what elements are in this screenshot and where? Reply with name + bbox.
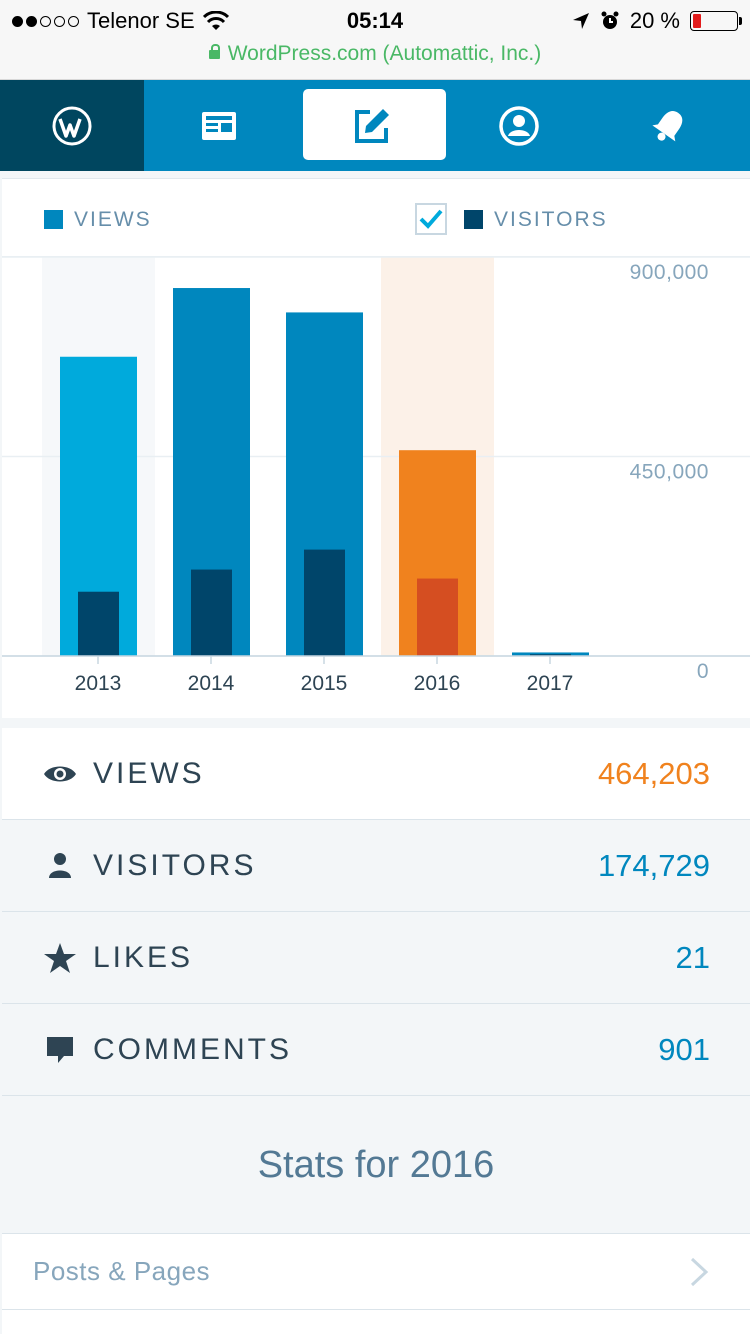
views-legend-label: VIEWS	[74, 208, 152, 231]
battery-percent: 20 %	[629, 8, 680, 33]
stats-chart-card: VIEWS VISITORS 2013 2014 2015 2016 2017 900,0…	[2, 178, 750, 718]
stat-label-visitors: VISITORS	[93, 848, 257, 882]
next-row-partial	[2, 1310, 750, 1334]
tab-notifications[interactable]	[594, 80, 744, 171]
posts-pages-label: Posts & Pages	[33, 1256, 211, 1286]
lock-icon	[208, 44, 220, 59]
visitors-bar-2015[interactable]	[304, 549, 345, 656]
comment-icon	[47, 1037, 73, 1063]
bell-icon	[652, 110, 683, 141]
status-bar: Telenor SE 05:14 20 % WordPress.com (Aut…	[0, 0, 750, 80]
stat-row-views[interactable]: VIEWS 464,203	[2, 728, 750, 820]
tab-write[interactable]	[294, 80, 446, 171]
stat-value-visitors: 174,729	[597, 847, 710, 883]
stat-value-views: 464,203	[597, 755, 710, 791]
x-tick-label-2014: 2014	[188, 672, 235, 695]
pencil-square-icon	[355, 108, 389, 143]
y-tick-label-1: 450,000	[630, 461, 709, 484]
x-tick-label-2013: 2013	[75, 672, 122, 695]
master-bar	[0, 80, 750, 171]
y-tick-label-2: 0	[697, 660, 709, 683]
x-tick-label-2016: 2016	[414, 672, 461, 695]
url-bar[interactable]: WordPress.com (Automattic, Inc.)	[0, 42, 750, 66]
stat-row-comments[interactable]: COMMENTS 901	[2, 1004, 750, 1096]
x-tick-label-2015: 2015	[301, 672, 348, 695]
bar-chart-svg: 2013 2014 2015 2016 2017 900,000 450,000 0	[2, 256, 750, 695]
person-icon	[49, 853, 71, 878]
stat-label-comments: COMMENTS	[93, 1032, 292, 1066]
signal-strength-icon	[12, 15, 79, 27]
visitors-legend-swatch	[464, 210, 483, 229]
alarm-icon	[601, 11, 619, 29]
clock: 05:14	[346, 8, 404, 33]
user-circle-icon	[499, 105, 539, 146]
visitors-bar-2016[interactable]	[417, 578, 458, 656]
eye-icon	[44, 766, 76, 782]
stat-label-views: VIEWS	[93, 756, 205, 790]
visitors-bar-2014[interactable]	[191, 569, 232, 656]
location-arrow-icon	[572, 13, 589, 29]
posts-pages-row[interactable]: Posts & Pages	[2, 1234, 750, 1310]
visitors-bar-2017[interactable]	[530, 654, 571, 656]
chart-legend: VIEWS VISITORS	[2, 179, 750, 257]
url-text: WordPress.com (Automattic, Inc.)	[227, 42, 542, 65]
stats-period-title: Stats for 2016	[2, 1097, 750, 1234]
reader-icon	[202, 111, 236, 140]
y-tick-label-0: 900,000	[630, 261, 709, 284]
stat-row-likes[interactable]: LIKES 21	[2, 912, 750, 1004]
stat-label-likes: LIKES	[93, 940, 194, 974]
tab-me[interactable]	[444, 80, 594, 171]
stat-value-likes: 21	[675, 939, 710, 975]
tab-my-sites[interactable]	[0, 80, 144, 171]
battery-icon	[690, 11, 742, 31]
visitors-checkbox[interactable]	[415, 203, 447, 235]
stat-value-comments: 901	[658, 1031, 710, 1067]
star-icon	[44, 943, 76, 973]
views-legend-swatch	[44, 210, 63, 229]
chevron-right-icon	[690, 1257, 709, 1287]
wordpress-icon	[52, 106, 92, 145]
stat-row-visitors[interactable]: VISITORS 174,729	[2, 820, 750, 912]
visitors-bar-2013[interactable]	[78, 591, 119, 656]
x-tick-label-2017: 2017	[527, 672, 574, 695]
tab-reader[interactable]	[144, 80, 294, 171]
visitors-legend-label: VISITORS	[494, 208, 608, 231]
carrier-name: Telenor SE	[87, 8, 195, 33]
wifi-icon	[202, 11, 229, 30]
checkmark-icon	[419, 209, 443, 229]
bar-chart: 2013 2014 2015 2016 2017 900,000 450,000 0	[2, 256, 750, 707]
